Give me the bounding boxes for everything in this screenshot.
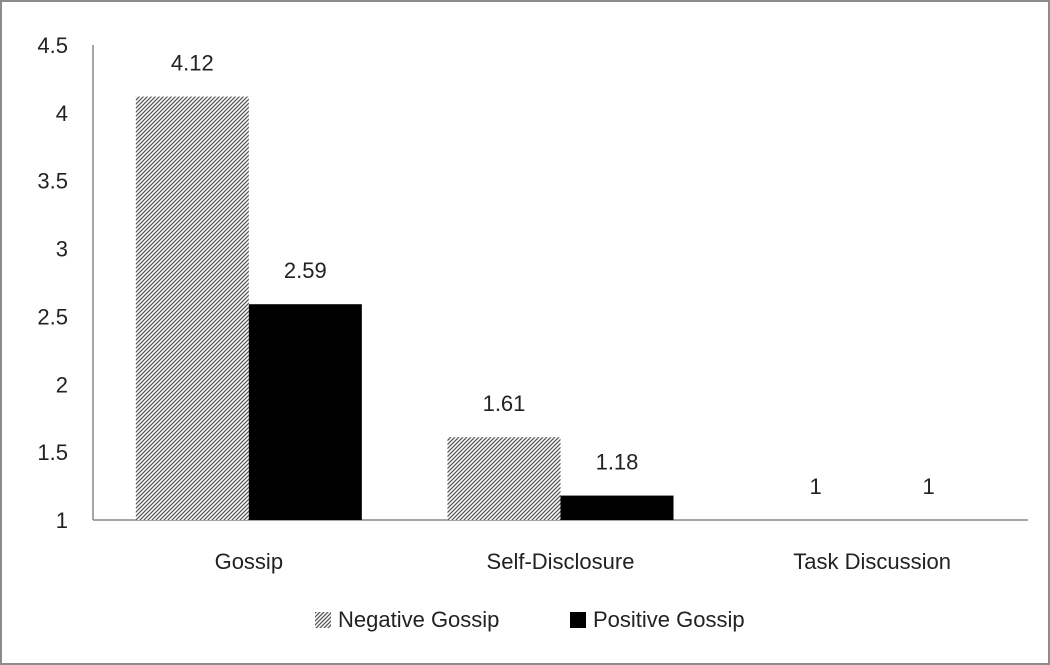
y-tick-label: 2 — [56, 372, 68, 397]
category-label: Self-Disclosure — [487, 549, 635, 574]
bar-positive-gossip — [248, 304, 362, 520]
data-label: 1.61 — [483, 391, 526, 416]
data-label: 4.12 — [171, 51, 214, 76]
y-tick-label: 4 — [56, 101, 68, 126]
data-label: 1 — [923, 474, 935, 499]
bar-negative-gossip — [135, 96, 249, 521]
bar-positive-gossip — [560, 495, 674, 520]
data-labels: 4.12 2.59 1.61 1.18 1 1 — [171, 51, 935, 499]
y-tick-label: 1 — [56, 508, 68, 533]
legend-label: Negative Gossip — [338, 607, 499, 632]
category-label: Task Discussion — [793, 549, 951, 574]
y-tick-labels: 1 1.5 2 2.5 3 3.5 4 4.5 — [37, 33, 68, 533]
bar-negative-gossip — [447, 437, 561, 520]
category-label: Gossip — [215, 549, 283, 574]
legend-swatch — [315, 612, 331, 628]
y-tick-label: 1.5 — [37, 440, 68, 465]
legend-swatch — [570, 612, 586, 628]
y-tick-label: 3 — [56, 237, 68, 262]
bars — [135, 96, 674, 521]
data-label: 1.18 — [596, 450, 639, 475]
y-tick-label: 4.5 — [37, 33, 68, 58]
category-labels: Gossip Self-Disclosure Task Discussion — [215, 549, 951, 574]
y-tick-label: 3.5 — [37, 169, 68, 194]
data-label: 2.59 — [284, 258, 327, 283]
legend-label: Positive Gossip — [593, 607, 745, 632]
y-tick-label: 2.5 — [37, 304, 68, 329]
legend: Negative Gossip Positive Gossip — [315, 607, 745, 632]
data-label: 1 — [810, 474, 822, 499]
